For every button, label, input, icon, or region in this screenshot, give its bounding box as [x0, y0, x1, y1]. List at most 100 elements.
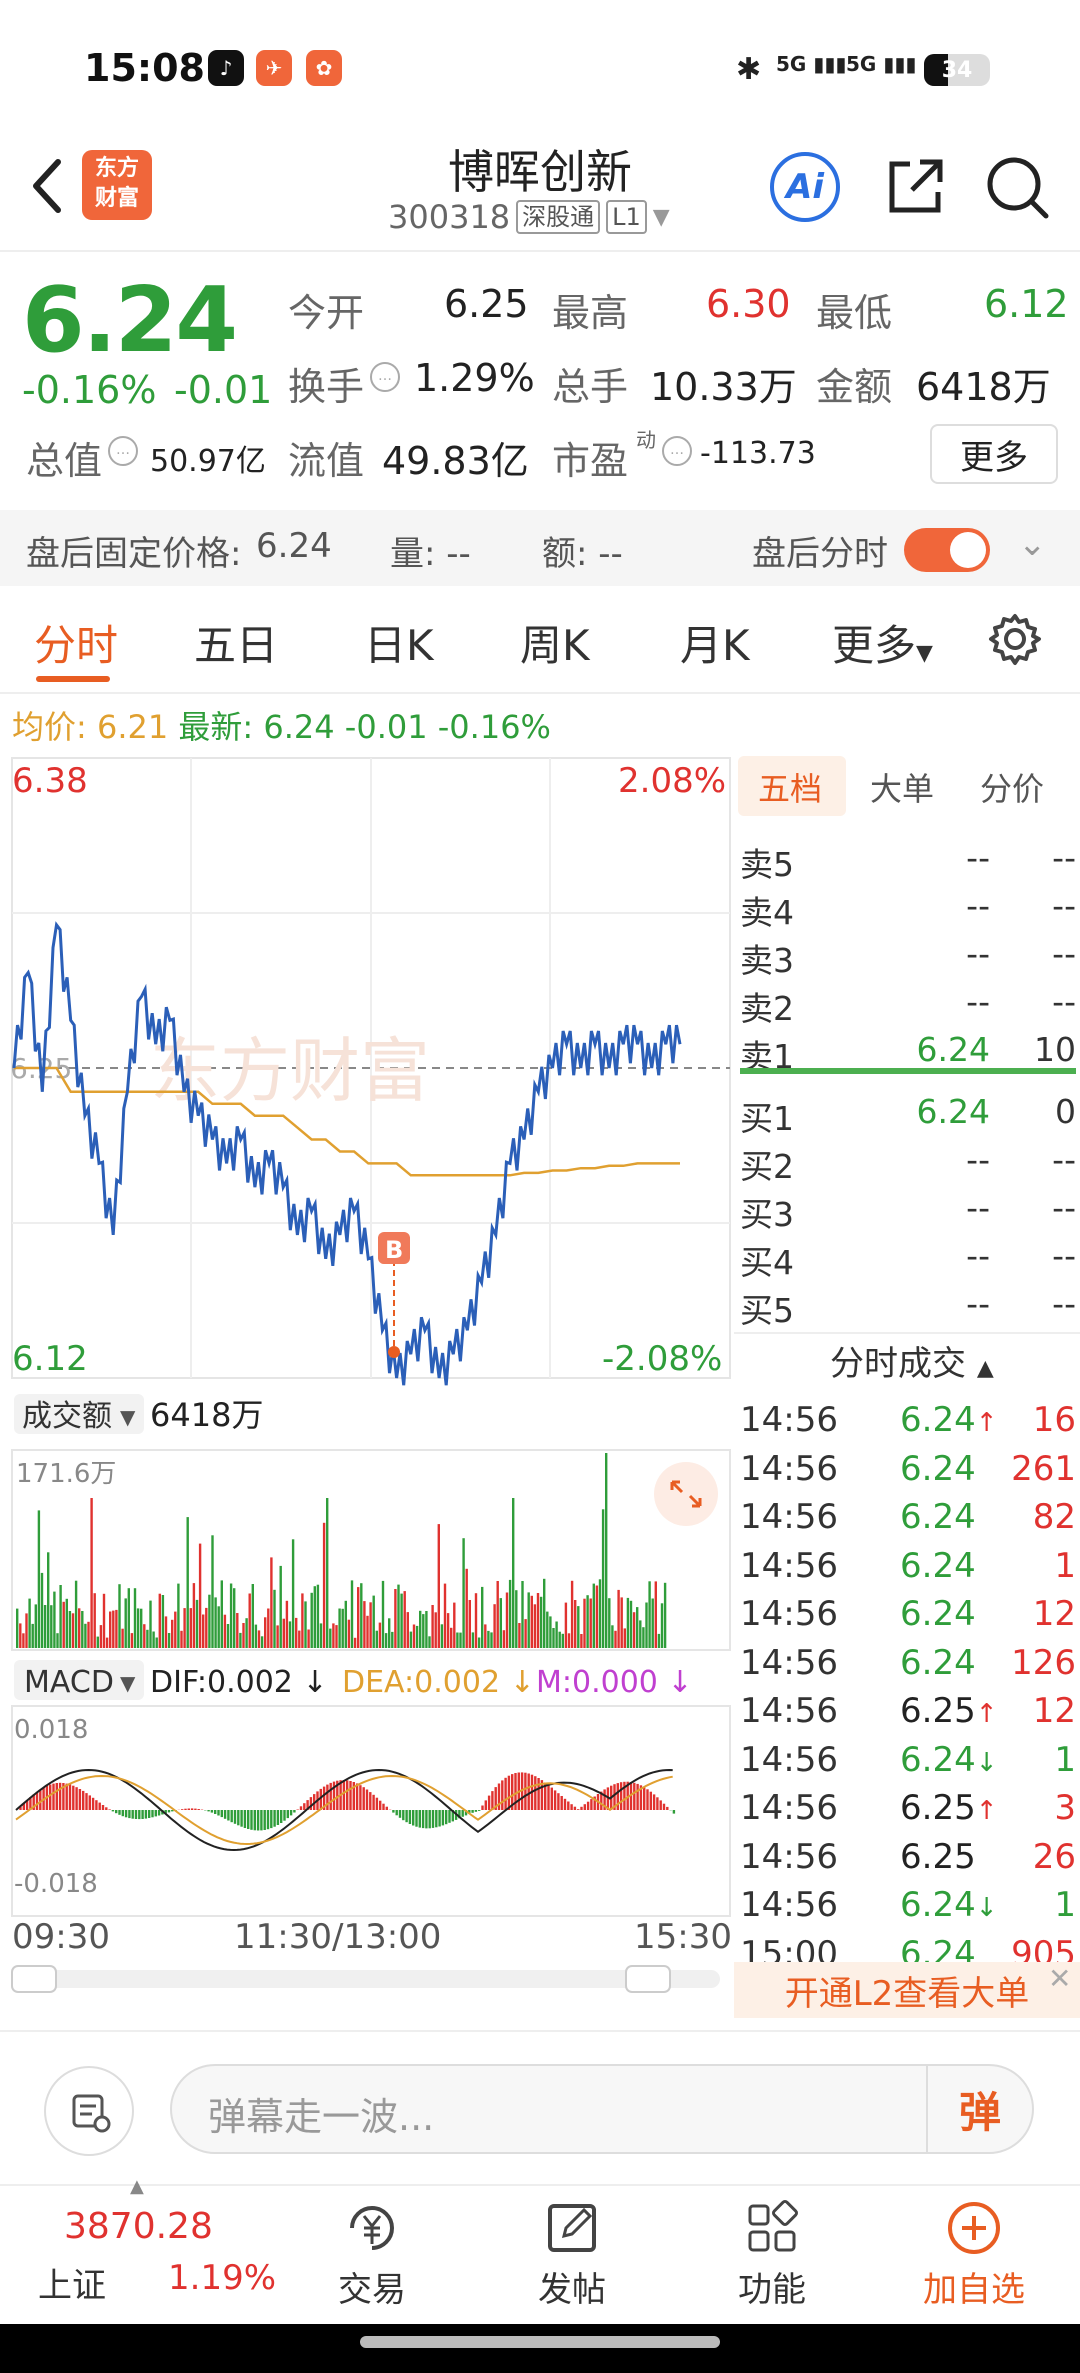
trade-time: 14:56 [740, 1691, 838, 1731]
ask-row[interactable]: 卖5 -- -- [740, 832, 1076, 884]
macd-bar [398, 1810, 402, 1818]
index-value[interactable]: 3870.28 [64, 2206, 213, 2247]
volume-bar [121, 1628, 124, 1648]
volume-bar [288, 1621, 292, 1648]
range-handle-left[interactable] [11, 1965, 57, 1993]
search-icon[interactable] [982, 152, 1052, 222]
expand-button[interactable] [654, 1462, 718, 1526]
tab-monthly-k[interactable]: 月K [680, 621, 750, 670]
volume-bars [16, 1453, 667, 1648]
info-icon[interactable]: … [108, 436, 138, 466]
volume-bar [490, 1632, 493, 1648]
volume-bar [453, 1602, 456, 1648]
macd-bar [636, 1783, 639, 1810]
close-icon[interactable]: ✕ [1048, 1962, 1072, 1995]
range-scrollbar[interactable] [12, 1970, 720, 1988]
tab-more[interactable]: 更多▼ [832, 621, 933, 670]
volume-bar [617, 1589, 620, 1648]
volume-bar [419, 1610, 422, 1648]
tab-price-split[interactable]: 分价 [980, 770, 1045, 808]
home-indicator[interactable] [360, 2336, 720, 2348]
share-icon[interactable] [880, 152, 950, 222]
volume-bar [99, 1625, 103, 1648]
nav-add-watchlist[interactable]: 加自选 [914, 2200, 1034, 2311]
bid-row[interactable]: 买1 6.24 0 [740, 1086, 1076, 1138]
bid-row[interactable]: 买3 -- -- [740, 1182, 1076, 1234]
bid-row[interactable]: 买2 -- -- [740, 1134, 1076, 1186]
stock-code[interactable]: 300318 深股通 L1 ▼ [388, 198, 670, 236]
macd-selector[interactable] [14, 1660, 144, 1700]
volume-bar [291, 1539, 295, 1648]
trade-time: 14:56 [740, 1885, 838, 1925]
volume-bar [174, 1611, 177, 1648]
volume-bar [388, 1618, 391, 1648]
index-name[interactable]: 上证 [38, 2266, 106, 2306]
tab-daily-k[interactable]: 日K [364, 621, 434, 670]
ask-row[interactable]: 卖1 6.24 10 [740, 1024, 1076, 1076]
macd-bar [553, 1790, 557, 1810]
range-handle-right[interactable] [625, 1965, 671, 1993]
ask-row[interactable]: 卖2 -- -- [740, 976, 1076, 1028]
volume-bar [403, 1591, 406, 1648]
settings-icon[interactable] [988, 612, 1042, 666]
nav-post[interactable]: 发帖 [512, 2200, 632, 2311]
macd-bar [19, 1806, 22, 1810]
trades-title[interactable]: 分时成交 ▲ [830, 1344, 994, 1384]
danmu-input[interactable]: 弹幕走一波... 弹 [170, 2064, 1034, 2154]
back-icon[interactable] [22, 150, 72, 220]
ai-button[interactable]: Ai [770, 152, 840, 222]
volume-bar [257, 1630, 261, 1648]
bid-row[interactable]: 买4 -- -- [740, 1230, 1076, 1282]
macd-bar [524, 1772, 527, 1810]
volume-bar [434, 1612, 437, 1648]
volume-bar [608, 1598, 611, 1648]
macd-bar [332, 1781, 336, 1810]
volume-bar [220, 1580, 223, 1648]
macd-bar [78, 1789, 82, 1810]
macd-bar [435, 1810, 438, 1828]
ask-row[interactable]: 卖4 -- -- [740, 880, 1076, 932]
ask-volume: -- [1052, 934, 1076, 973]
tab-intraday[interactable]: 分时 [34, 621, 119, 670]
after-hours-toggle[interactable] [904, 528, 990, 572]
tab-big-orders[interactable]: 大单 [870, 770, 935, 808]
volume-bar [310, 1592, 313, 1648]
more-button[interactable]: 更多 [930, 424, 1058, 484]
volume-bar [508, 1579, 512, 1648]
danmu-settings-icon[interactable] [44, 2066, 134, 2156]
volume-bar [133, 1588, 137, 1648]
volume-bar [549, 1616, 552, 1648]
volume-bar [502, 1630, 506, 1648]
volume-bar [440, 1624, 444, 1648]
macd-bar [98, 1802, 101, 1810]
trade-volume: 82 [1032, 1497, 1076, 1537]
trade-time: 14:56 [740, 1448, 838, 1489]
tab-weekly-k[interactable]: 周K [520, 621, 590, 670]
volume-bar [450, 1627, 453, 1648]
trade-price: 6.24↓ [900, 1739, 998, 1780]
vol-selector[interactable] [14, 1394, 144, 1434]
macd-bar [256, 1810, 260, 1831]
trade-volume: 1 [1054, 1545, 1076, 1586]
macd-bar [91, 1797, 95, 1810]
chevron-down-icon[interactable]: ⌄ [1018, 524, 1047, 564]
tab-five-levels[interactable]: 五档 [758, 770, 823, 808]
trade-time: 14:56 [740, 1642, 838, 1683]
macd-bar [567, 1801, 570, 1810]
info-icon[interactable]: … [662, 436, 692, 466]
nav-function[interactable]: 功能 [712, 2200, 832, 2311]
tab-5day[interactable]: 五日 [194, 621, 279, 670]
macd-bar [85, 1793, 88, 1810]
buy-marker[interactable]: B [378, 1232, 410, 1358]
trade-time: 14:56 [740, 1400, 838, 1440]
volume-bar [636, 1607, 639, 1648]
nav-trade[interactable]: 交易 [312, 2200, 432, 2311]
l2-banner[interactable]: 开通L2查看大单 [734, 1962, 1080, 2018]
index-pct[interactable]: 1.19% [168, 2258, 277, 2298]
info-icon[interactable]: … [370, 362, 400, 392]
intraday-chart[interactable]: 东方财富 6.38 2.08% 6.12 -2.08% 6.25 B 成交额 ▼… [0, 750, 734, 2010]
danmu-button[interactable]: 弹 [926, 2066, 1032, 2152]
ask-row[interactable]: 卖3 -- -- [740, 928, 1076, 980]
bid-row[interactable]: 买5 -- -- [740, 1278, 1076, 1330]
volume-bar [229, 1583, 233, 1648]
